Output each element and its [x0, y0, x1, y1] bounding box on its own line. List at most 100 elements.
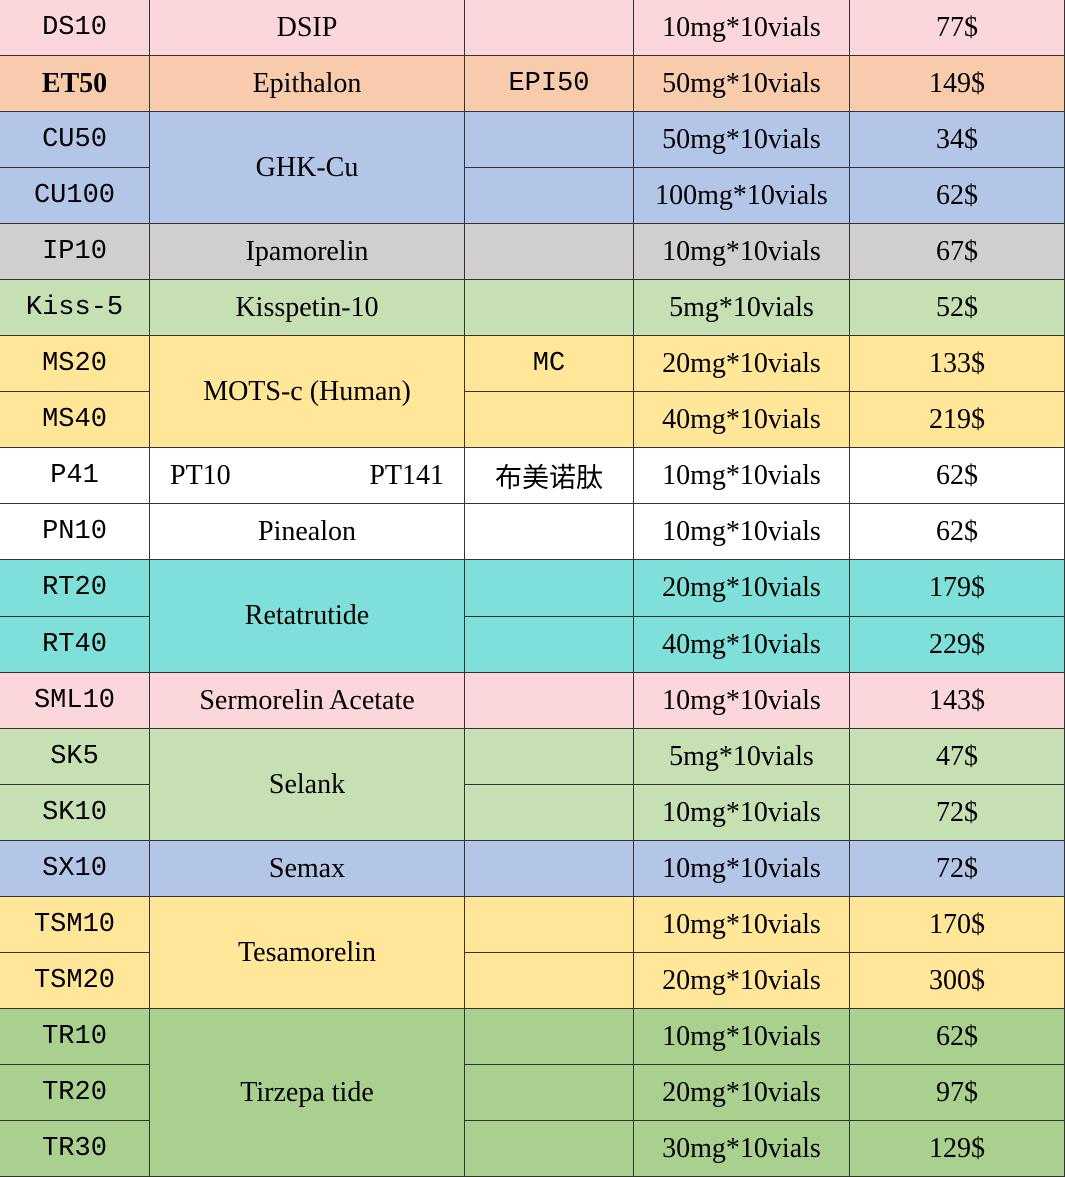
product-code: TR20: [42, 1077, 107, 1108]
code-cell: DS10: [0, 0, 150, 56]
alias: MC: [532, 348, 566, 379]
price-cell: 129$: [850, 1121, 1065, 1177]
product-name-cell: Kisspetin-10: [150, 280, 465, 336]
product-name-cell: GHK-Cu: [150, 112, 465, 224]
product-code: SX10: [42, 853, 107, 884]
price: 62$: [936, 515, 978, 547]
code-cell: SK5: [0, 729, 150, 785]
code-cell: TSM10: [0, 897, 150, 953]
code-cell: RT20: [0, 560, 150, 617]
spec-cell: 10mg*10vials: [634, 673, 850, 729]
alias-cell: [465, 1009, 634, 1065]
code-cell: SK10: [0, 785, 150, 841]
price: 72$: [936, 796, 978, 828]
alias-cell: [465, 785, 634, 841]
price: 72$: [936, 852, 978, 884]
code-cell: P41: [0, 448, 150, 504]
spec: 5mg*10vials: [669, 291, 814, 323]
spec-cell: 20mg*10vials: [634, 953, 850, 1009]
product-code: CU100: [33, 180, 115, 211]
spec: 10mg*10vials: [662, 908, 821, 940]
product-name-cell: Selank: [150, 729, 465, 841]
spec: 20mg*10vials: [662, 1076, 821, 1108]
alias-cell: [465, 729, 634, 785]
product-name: Ipamorelin: [245, 235, 369, 267]
price-cell: 47$: [850, 729, 1065, 785]
spec-cell: 5mg*10vials: [634, 729, 850, 785]
spec-cell: 10mg*10vials: [634, 785, 850, 841]
product-code: MS40: [42, 404, 107, 435]
alias-cell: [465, 0, 634, 56]
price: 219$: [929, 403, 985, 435]
spec: 50mg*10vials: [662, 123, 821, 155]
alias-cell: [465, 392, 634, 448]
price-cell: 62$: [850, 1009, 1065, 1065]
product-code: TSM10: [33, 909, 115, 940]
product-name: Sermorelin Acetate: [199, 684, 415, 716]
alias-cell: 布美诺肽: [465, 448, 634, 504]
product-name: Epithalon: [252, 67, 362, 99]
price-cell: 62$: [850, 448, 1065, 504]
spec-cell: 20mg*10vials: [634, 1065, 850, 1121]
code-cell: PN10: [0, 504, 150, 560]
alias-cell: [465, 953, 634, 1009]
product-name: Pinealon: [258, 515, 356, 547]
spec: 50mg*10vials: [662, 67, 821, 99]
code-cell: SX10: [0, 841, 150, 897]
product-code: TR30: [42, 1133, 107, 1164]
product-code: ET50: [41, 67, 108, 99]
spec-cell: 50mg*10vials: [634, 112, 850, 168]
price: 77$: [936, 11, 978, 43]
code-cell: CU100: [0, 168, 150, 224]
product-name-cell: MOTS-c (Human): [150, 336, 465, 448]
product-name-cell: Ipamorelin: [150, 224, 465, 280]
price-cell: 149$: [850, 56, 1065, 112]
alias-cell: [465, 112, 634, 168]
product-name: DSIP: [276, 11, 338, 43]
product-code: RT20: [42, 573, 107, 603]
code-cell: CU50: [0, 112, 150, 168]
price: 62$: [936, 179, 978, 211]
price-cell: 62$: [850, 168, 1065, 224]
product-code: P41: [50, 460, 99, 491]
price: 129$: [929, 1132, 985, 1164]
price: 97$: [936, 1076, 978, 1108]
alias-cell: [465, 504, 634, 560]
code-cell: ET50: [0, 56, 150, 112]
product-name: Tirzepa tide: [240, 1076, 374, 1108]
product-code: SK10: [42, 797, 107, 828]
spec: 5mg*10vials: [669, 740, 814, 772]
alias-cell: [465, 617, 634, 673]
spec: 20mg*10vials: [662, 572, 821, 603]
price-cell: 219$: [850, 392, 1065, 448]
alias-cell: [465, 673, 634, 729]
code-cell: TR10: [0, 1009, 150, 1065]
alias-cell: MC: [465, 336, 634, 392]
product-name-cell: Epithalon: [150, 56, 465, 112]
spec-cell: 10mg*10vials: [634, 841, 850, 897]
product-name: Retatrutide: [244, 600, 370, 631]
price: 62$: [936, 459, 978, 491]
alias: 布美诺肽: [495, 465, 603, 496]
spec: 40mg*10vials: [662, 628, 821, 660]
spec-cell: 20mg*10vials: [634, 336, 850, 392]
product-name-cell: DSIP: [150, 0, 465, 56]
code-cell: TR30: [0, 1121, 150, 1177]
spec-cell: 10mg*10vials: [634, 224, 850, 280]
product-name: GHK-Cu: [255, 151, 359, 183]
price-cell: 170$: [850, 897, 1065, 953]
spec-cell: 10mg*10vials: [634, 1009, 850, 1065]
code-cell: SML10: [0, 673, 150, 729]
alias-cell: EPI50: [465, 56, 634, 112]
spec-cell: 30mg*10vials: [634, 1121, 850, 1177]
code-cell: IP10: [0, 224, 150, 280]
spec: 30mg*10vials: [662, 1132, 821, 1164]
price: 47$: [936, 740, 978, 772]
product-name-cell: Retatrutide: [150, 560, 465, 673]
spec: 20mg*10vials: [662, 964, 821, 996]
spec-cell: 5mg*10vials: [634, 280, 850, 336]
price: 300$: [929, 964, 985, 996]
product-name: PT141: [369, 459, 444, 491]
product-name-cell: Semax: [150, 841, 465, 897]
alias-cell: [465, 224, 634, 280]
